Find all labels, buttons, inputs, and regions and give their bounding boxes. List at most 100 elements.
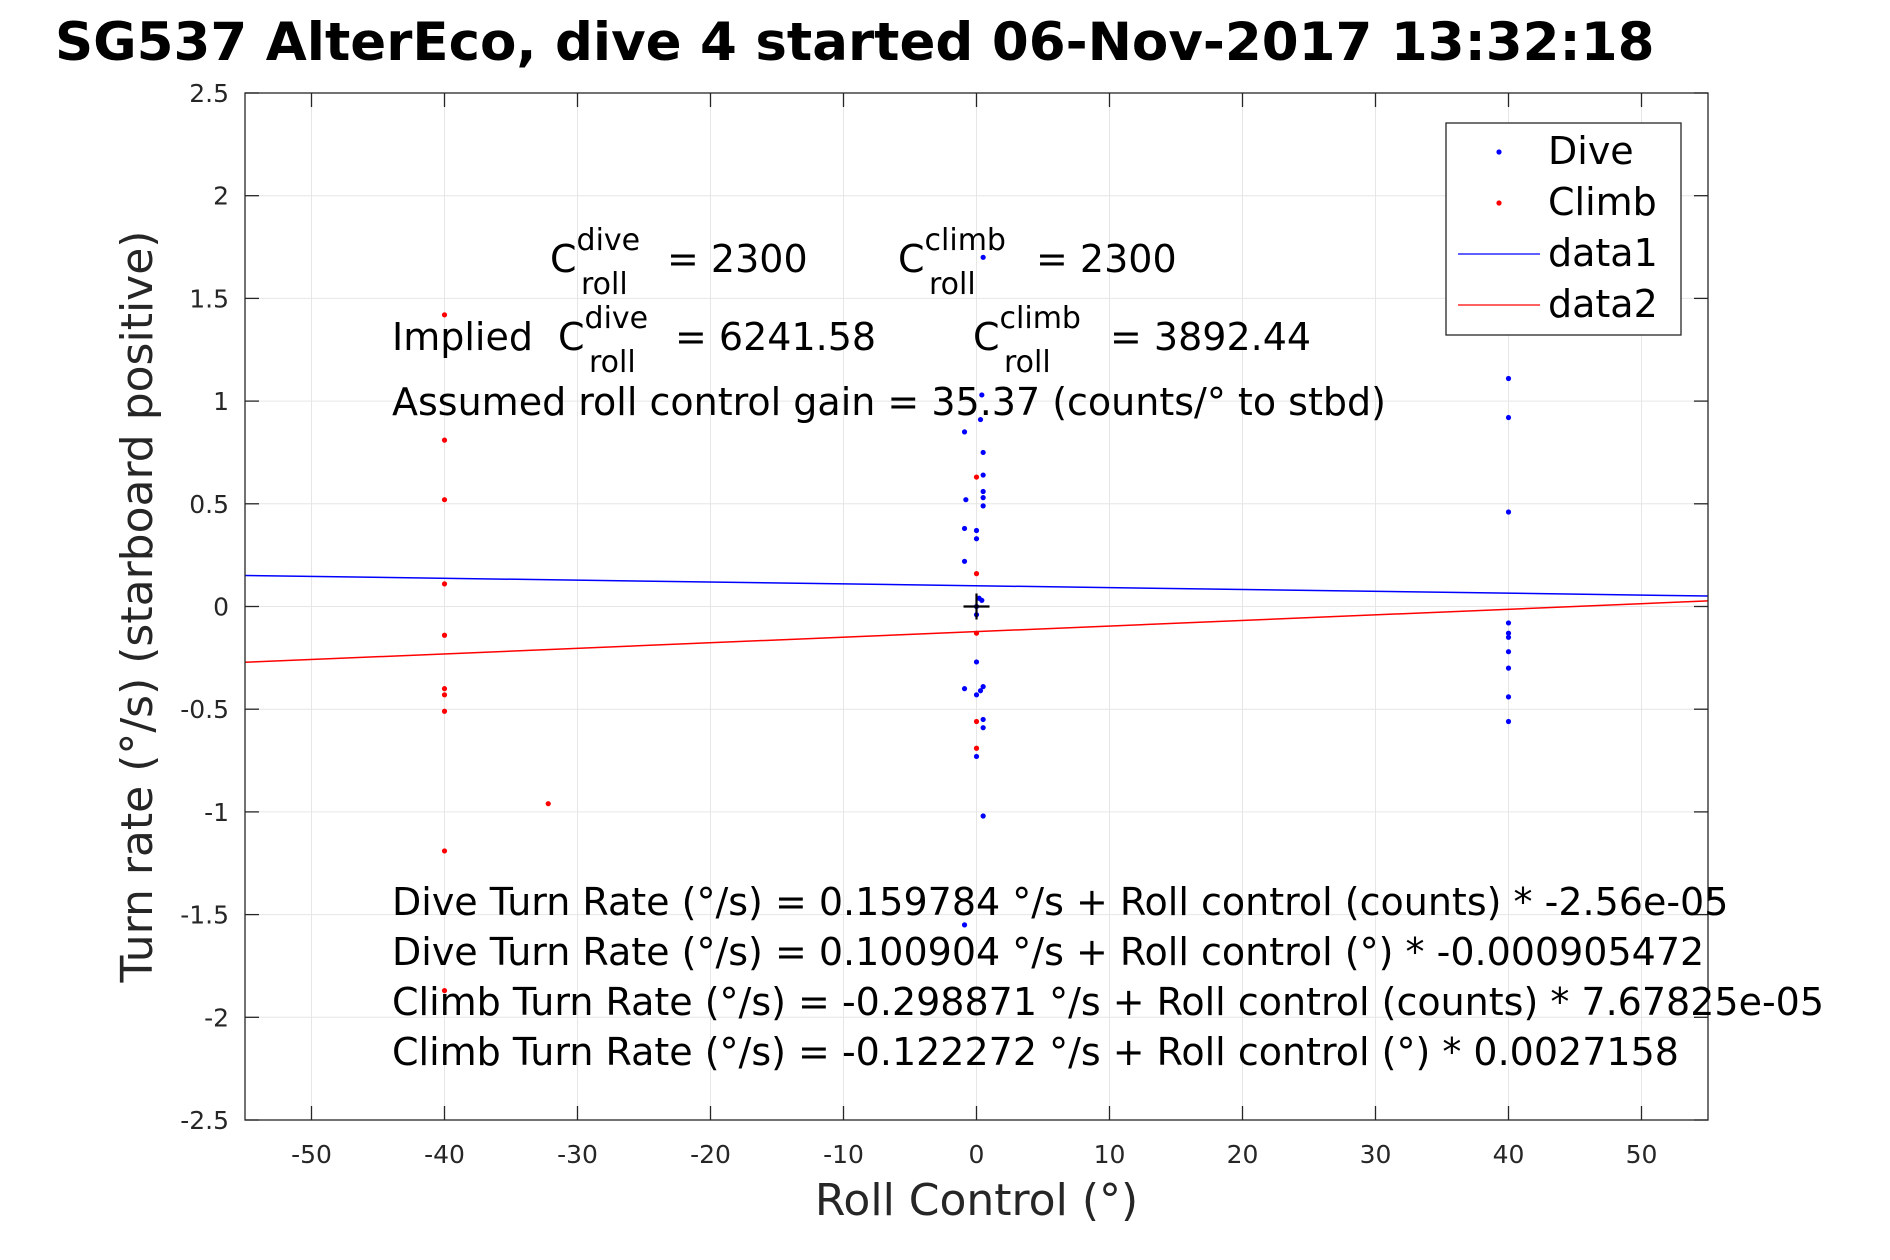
dive-point xyxy=(1505,620,1512,626)
roll-gain-annotation: Assumed roll control gain = 35.37 (count… xyxy=(392,380,1386,424)
legend-data1-label: data1 xyxy=(1548,231,1658,275)
dive-point xyxy=(1505,634,1512,640)
c-roll-climb-base: C xyxy=(898,237,925,281)
x-tick-label: -50 xyxy=(291,1140,332,1169)
y-tick-label: -2 xyxy=(204,1003,229,1032)
dive-point xyxy=(979,597,985,603)
dive-point xyxy=(973,692,980,698)
implied-prefix: Implied xyxy=(392,315,533,359)
dive-point xyxy=(980,488,986,495)
dive-point xyxy=(1505,665,1512,671)
y-tick-label: 2 xyxy=(213,182,229,211)
y-tick-label: 0 xyxy=(213,593,229,622)
dive-point xyxy=(980,725,986,731)
implied-dive-base: C xyxy=(558,315,585,359)
dive-point xyxy=(961,922,968,928)
implied-climb-value: = 3892.44 xyxy=(1110,315,1311,359)
climb-point xyxy=(441,708,448,714)
y-tick-label: -1.5 xyxy=(180,901,229,930)
dive-point xyxy=(980,503,986,509)
x-tick-label: -30 xyxy=(557,1140,598,1169)
data-points xyxy=(441,254,1512,994)
implied-climb-sup: climb xyxy=(1000,301,1081,336)
climb-point xyxy=(441,497,448,503)
climb-point xyxy=(973,718,980,725)
fit-equation-3: Climb Turn Rate (°/s) = -0.298871 °/s + … xyxy=(392,980,1824,1024)
dive-point xyxy=(980,472,986,478)
x-axis-label: Roll Control (°) xyxy=(815,1175,1138,1226)
c-roll-dive-base: C xyxy=(550,237,577,281)
dive-point xyxy=(961,558,968,564)
climb-point xyxy=(441,632,448,638)
dive-point xyxy=(980,716,986,723)
dive-point xyxy=(1505,649,1512,655)
climb-point xyxy=(973,571,980,577)
dive-point xyxy=(980,254,986,260)
x-tick-label: -40 xyxy=(424,1140,465,1169)
climb-point xyxy=(441,581,448,587)
climb-point xyxy=(441,692,448,698)
dive-point xyxy=(1505,375,1512,382)
dive-point xyxy=(1505,694,1512,700)
dive-point xyxy=(963,497,969,503)
implied-climb-sub: roll xyxy=(1004,345,1051,380)
y-tick-label: 1.5 xyxy=(189,284,229,313)
fit-equation-1: Dive Turn Rate (°/s) = 0.159784 °/s + Ro… xyxy=(392,880,1728,924)
climb-point xyxy=(973,630,980,636)
climb-point xyxy=(441,987,448,994)
dive-point xyxy=(979,392,985,398)
dive-point xyxy=(1505,509,1512,515)
c-roll-dive-label: Cdive roll = 2300 xyxy=(550,223,808,302)
dive-point xyxy=(1505,630,1512,636)
implied-c-roll-label: Implied Cdive roll = 6241.58 Cclimb roll = 389… xyxy=(392,301,1311,380)
x-tick-label: 40 xyxy=(1493,1140,1525,1169)
dive-point xyxy=(1505,718,1512,725)
y-tick-label: 2.5 xyxy=(189,79,229,108)
dive-point xyxy=(980,813,986,819)
c-roll-climb-label: Cclimb roll = 2300 xyxy=(898,223,1177,302)
dive-point xyxy=(961,686,968,692)
y-axis-label: Turn rate (°/s) (starboard positive) xyxy=(112,231,163,984)
implied-climb-base: C xyxy=(973,315,1000,359)
x-tick-label: 30 xyxy=(1360,1140,1392,1169)
dive-point xyxy=(973,527,980,534)
fit-equation-2: Dive Turn Rate (°/s) = 0.100904 °/s + Ro… xyxy=(392,930,1704,974)
y-tick-label: -1 xyxy=(204,798,229,827)
c-roll-dive-sup: dive xyxy=(577,223,641,258)
climb-point xyxy=(545,801,551,807)
legend-data2-label: data2 xyxy=(1548,282,1658,326)
y-tick-label: -0.5 xyxy=(180,695,229,724)
implied-dive-sub: roll xyxy=(589,345,636,380)
y-tick-label: 0.5 xyxy=(189,490,229,519)
c-roll-climb-sup: climb xyxy=(925,223,1006,258)
dive-point xyxy=(973,536,980,542)
x-tick-label: -20 xyxy=(690,1140,731,1169)
dive-point xyxy=(973,753,980,760)
implied-dive-value: = 6241.58 xyxy=(675,315,876,359)
chart-title: SG537 AlterEco, dive 4 started 06-Nov-20… xyxy=(55,12,1655,73)
y-tick-label: -2.5 xyxy=(180,1106,229,1135)
dive-point xyxy=(961,525,968,532)
x-tick-label: 20 xyxy=(1227,1140,1259,1169)
c-roll-dive-value: = 2300 xyxy=(667,237,808,281)
c-roll-dive-sub: roll xyxy=(581,267,628,302)
implied-dive-sup: dive xyxy=(585,301,649,336)
dive-point xyxy=(1505,414,1512,421)
c-roll-climb-sub: roll xyxy=(929,267,976,302)
legend: Dive Climb data1 data2 xyxy=(1445,122,1682,336)
x-tick-label: 0 xyxy=(969,1140,985,1169)
legend-climb-marker xyxy=(1496,200,1502,206)
climb-point xyxy=(973,474,980,480)
climb-point xyxy=(441,686,448,692)
dive-point xyxy=(980,449,986,456)
dive-point xyxy=(961,429,968,435)
climb-point xyxy=(441,312,448,318)
legend-climb-label: Climb xyxy=(1548,180,1657,224)
center-marker xyxy=(963,593,990,620)
legend-dive-label: Dive xyxy=(1548,129,1634,173)
x-tick-label: 50 xyxy=(1626,1140,1658,1169)
climb-point xyxy=(441,437,448,443)
legend-dive-marker xyxy=(1496,149,1502,155)
c-roll-climb-value: = 2300 xyxy=(1036,237,1177,281)
